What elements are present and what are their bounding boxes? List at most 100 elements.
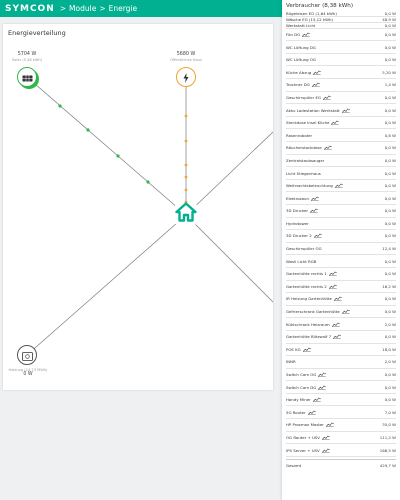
consumer-row[interactable]: WC Lüftung OG 0,0 W <box>286 54 396 67</box>
consumer-name: Hydrotower <box>286 220 309 226</box>
consumer-row[interactable]: Licht Stiegenhaus 0,0 W <box>286 167 396 180</box>
consumer-row[interactable]: Hydrotower 0,0 W <box>286 218 396 231</box>
consumer-power-value: 0,0 W <box>384 334 396 340</box>
line-chart-icon[interactable] <box>341 309 350 314</box>
consumer-row[interactable]: 3D Drucker 2 0,0 W <box>286 230 396 243</box>
consumer-row[interactable]: Gefrierschrank Gartenhütte 0,0 W <box>286 306 396 319</box>
breadcrumb-item-energie[interactable]: Energie <box>108 4 138 13</box>
consumer-row[interactable]: 5G Router 7,0 W <box>286 406 396 420</box>
consumer-label: Rasenroboter <box>286 133 312 138</box>
consumer-label: Switch Cam DG <box>286 385 327 390</box>
consumer-row[interactable]: IR Heizung Gartenhütte 0,0 W <box>286 293 396 306</box>
line-chart-icon[interactable] <box>312 397 321 403</box>
consumer-row[interactable]: Wasli Licht RGB 0,0 W <box>286 255 396 268</box>
consumer-row[interactable]: Switch Cam DG 0,0 W <box>286 381 396 394</box>
flow-dot <box>184 188 188 192</box>
consumer-label: Kühlschrank Heizraum <box>286 322 340 327</box>
consumer-row[interactable]: POE KG 18,0 W <box>286 344 396 357</box>
grid-node[interactable] <box>176 67 196 87</box>
consumer-row[interactable]: Kühlschrank Heizraum 2,0 W <box>286 318 396 331</box>
consumer-row[interactable]: Geschirrspüler EG 0,0 W <box>286 92 396 105</box>
consumer-label: Geschirrspüler EG <box>286 95 331 100</box>
consumer-name: Gartenhütte rechts 1 <box>286 271 327 277</box>
consumer-name: Wäsche EG (15,12 kWh) <box>286 16 333 22</box>
line-chart-icon[interactable] <box>328 284 337 289</box>
line-chart-icon[interactable] <box>323 145 332 151</box>
line-chart-icon[interactable] <box>313 70 321 75</box>
line-chart-icon[interactable] <box>311 196 319 201</box>
consumer-row[interactable]: IPS Server + USV 166,5 W <box>286 444 396 457</box>
consumer-label: 3D Drucker <box>286 208 318 213</box>
line-chart-icon[interactable] <box>334 183 343 188</box>
line-chart-icon[interactable] <box>302 347 311 352</box>
consumer-power-value: 0,0 W <box>384 120 396 126</box>
consumer-power-value: 0,0 W <box>384 258 396 264</box>
line-chart-icon[interactable] <box>321 435 330 440</box>
line-chart-icon[interactable] <box>323 95 331 100</box>
consumer-row[interactable]: Elektrozaun 0,0 W <box>286 192 396 205</box>
consumer-power-value: 0,0 W <box>384 309 396 315</box>
home-node[interactable] <box>175 202 197 226</box>
consumer-row[interactable]: OG Router + USV 111,2 W <box>286 432 396 445</box>
consumers-panel: Verbraucher (8,38 kWh) Bügeleisen EG (1,… <box>282 0 400 500</box>
breadcrumb-item-module[interactable]: Module <box>69 4 97 13</box>
consumer-label: Weihnachtsbeleuchtung <box>286 183 343 188</box>
consumer-row[interactable]: Bügeleisen EG (1,64 kWh) 0,0 W <box>286 11 396 17</box>
line-chart-icon[interactable] <box>333 334 341 340</box>
consumer-row[interactable]: Rasenroboter 0,8 W <box>286 129 396 143</box>
consumer-row[interactable]: 3D Drucker 0,0 W <box>286 205 396 218</box>
consumer-name: INNR <box>286 359 296 365</box>
consumers-title: Verbraucher (8,38 kWh) <box>286 3 354 9</box>
consumer-name: Elektrozaun <box>286 195 309 201</box>
consumer-row[interactable]: Wäsche EG (15,12 kWh) 48,9 W <box>286 17 396 23</box>
consumer-row[interactable]: WC Lüftung DG 0,0 W <box>286 41 396 54</box>
consumer-power-value: 1,4 W <box>384 82 396 88</box>
house-icon <box>175 202 197 226</box>
consumer-row[interactable]: Handy Miner 0,0 W <box>286 394 396 407</box>
flow-dot <box>184 139 188 143</box>
consumer-row[interactable]: INNR 2,0 W <box>286 356 396 369</box>
consumer-row[interactable]: Räucherstackdose 0,0 W <box>286 142 396 155</box>
line-chart-icon[interactable] <box>311 82 320 88</box>
consumer-row[interactable]: Geschirrspüler OG 12,4 W <box>286 243 396 256</box>
line-chart-icon[interactable] <box>318 385 327 390</box>
line-chart-icon[interactable] <box>331 120 340 126</box>
consumer-name: POE KG <box>286 346 301 352</box>
line-chart-icon[interactable] <box>341 108 350 113</box>
consumer-row[interactable]: HP Proxmax Master 35,0 W <box>286 419 396 432</box>
consumer-name: Fön DG <box>286 31 301 37</box>
consumer-label: Switch Cam OG <box>286 372 327 377</box>
line-chart-icon[interactable] <box>334 296 342 302</box>
consumer-row[interactable]: Gartenhütte Blitzwolf 7 0,0 W <box>286 331 396 344</box>
line-chart-icon[interactable] <box>302 32 311 37</box>
consumer-label: INNR <box>286 359 296 364</box>
app-logo[interactable]: SYMCON <box>5 3 55 14</box>
line-chart-icon[interactable] <box>328 271 337 277</box>
line-chart-icon[interactable] <box>321 448 330 453</box>
heating-node-label: Heizung (14,73 MWh) 0 W <box>3 368 53 378</box>
consumer-row[interactable]: Gartenhütte rechts 2 16,2 W <box>286 281 396 294</box>
consumer-row[interactable]: Weihnachtsbeleuchtung 0,0 W <box>286 180 396 193</box>
line-chart-icon[interactable] <box>325 422 334 428</box>
solar-node[interactable] <box>17 67 37 87</box>
consumer-row[interactable]: Küche Abzug 5,20 W <box>286 66 396 80</box>
consumer-row[interactable]: Gartenhütte rechts 1 0,0 W <box>286 268 396 281</box>
consumer-row[interactable]: Trockner DG 1,4 W <box>286 79 396 92</box>
heater-icon <box>21 346 33 365</box>
consumer-row[interactable]: Steckdose Insel Küche 0,0 W <box>286 117 396 130</box>
line-chart-icon[interactable] <box>313 233 322 239</box>
consumer-row[interactable]: Switch Cam OG 0,0 W <box>286 369 396 382</box>
line-chart-icon[interactable] <box>310 208 318 214</box>
line-chart-icon[interactable] <box>331 322 340 327</box>
consumer-name: IR Heizung Gartenhütte <box>286 296 332 302</box>
consumer-row[interactable]: Werkstatt Licht 0,0 W <box>286 23 396 29</box>
consumer-name: Geschirrspüler OG <box>286 246 322 252</box>
heating-node[interactable] <box>17 345 37 365</box>
consumer-row[interactable]: Zentralstaubsauger 0,0 W <box>286 155 396 168</box>
consumer-row[interactable]: Fön DG 0,0 W <box>286 29 396 42</box>
consumer-name: WC Lüftung OG <box>286 57 316 63</box>
consumer-row[interactable]: Akku Ladestation Werkstatt 0,0 W <box>286 104 396 117</box>
line-chart-icon[interactable] <box>318 372 327 377</box>
flow-line-consumers <box>185 131 273 216</box>
line-chart-icon[interactable] <box>307 410 316 415</box>
